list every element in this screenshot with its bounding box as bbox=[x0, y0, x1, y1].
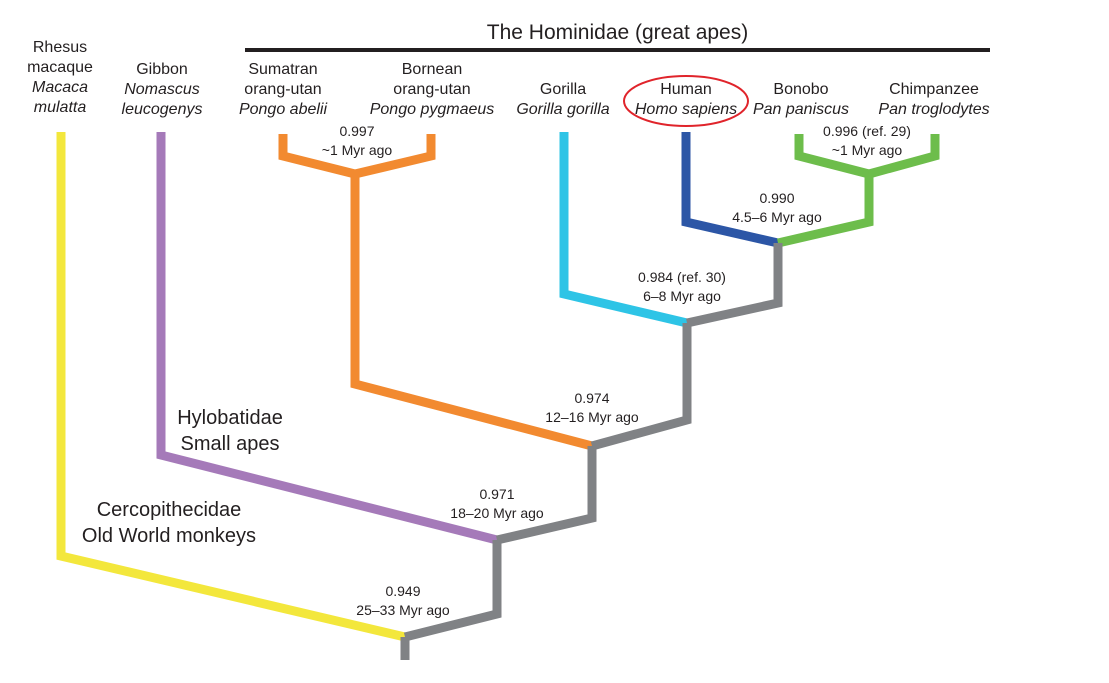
branch-hominidae-stem bbox=[590, 323, 692, 451]
branch-bonobo bbox=[794, 134, 871, 179]
node-label-orangutan-divergence: 0.974 12–16 Myr ago bbox=[545, 390, 639, 425]
human-highlight-ellipse bbox=[623, 75, 749, 127]
branch-gorilla bbox=[559, 132, 689, 328]
branch-chimpanzee bbox=[867, 134, 940, 179]
species-label-gibbon: Gibbon Nomascus leucogenys bbox=[121, 61, 203, 118]
node-label-gorilla-split: 0.984 (ref. 30) 6–8 Myr ago bbox=[638, 269, 726, 304]
branch-homininae-stem bbox=[686, 243, 783, 328]
species-label-rhesus-macaque: Rhesus macaque Macaca mulatta bbox=[27, 39, 93, 116]
species-label-chimpanzee: Chimpanzee Pan troglodytes bbox=[878, 81, 990, 118]
node-label-pan-split: 0.996 (ref. 29) ~1 Myr ago bbox=[823, 123, 911, 158]
family-label-hylobatidae: Hylobatidae Small apes bbox=[177, 407, 283, 455]
branch-pan-stem bbox=[776, 174, 874, 248]
branch-catarrhini-stem bbox=[403, 540, 502, 642]
branch-human bbox=[681, 132, 780, 248]
branch-hominoidea-stem bbox=[495, 446, 597, 545]
node-label-gibbon-divergence: 0.971 18–20 Myr ago bbox=[450, 486, 544, 521]
branch-orangutan-stem bbox=[350, 174, 594, 451]
species-label-bonobo: Bonobo Pan paniscus bbox=[752, 81, 850, 118]
species-label-sumatran-orangutan: Sumatran orang-utan Pongo abelii bbox=[238, 61, 328, 118]
family-label-cercopithecidae: Cercopithecidae Old World monkeys bbox=[81, 499, 257, 547]
hominidae-bracket-line bbox=[245, 48, 990, 52]
node-label-orangutan-split: 0.997 ~1 Myr ago bbox=[321, 123, 393, 158]
hominidae-title: The Hominidae (great apes) bbox=[486, 21, 749, 44]
species-label-gorilla: Gorilla Gorilla gorilla bbox=[516, 81, 610, 118]
node-label-macaque-divergence: 0.949 25–33 Myr ago bbox=[356, 583, 450, 618]
branch-gibbon bbox=[156, 132, 499, 545]
branch-sumatran-orangutan bbox=[278, 134, 357, 179]
branch-macaque bbox=[56, 132, 407, 642]
branch-bornean-orangutan bbox=[353, 134, 436, 179]
species-label-human: Human Homo sapiens bbox=[634, 81, 738, 118]
node-label-human-pan-split: 0.990 4.5–6 Myr ago bbox=[732, 190, 822, 225]
species-label-bornean-orangutan: Bornean orang-utan Pongo pygmaeus bbox=[369, 61, 495, 118]
